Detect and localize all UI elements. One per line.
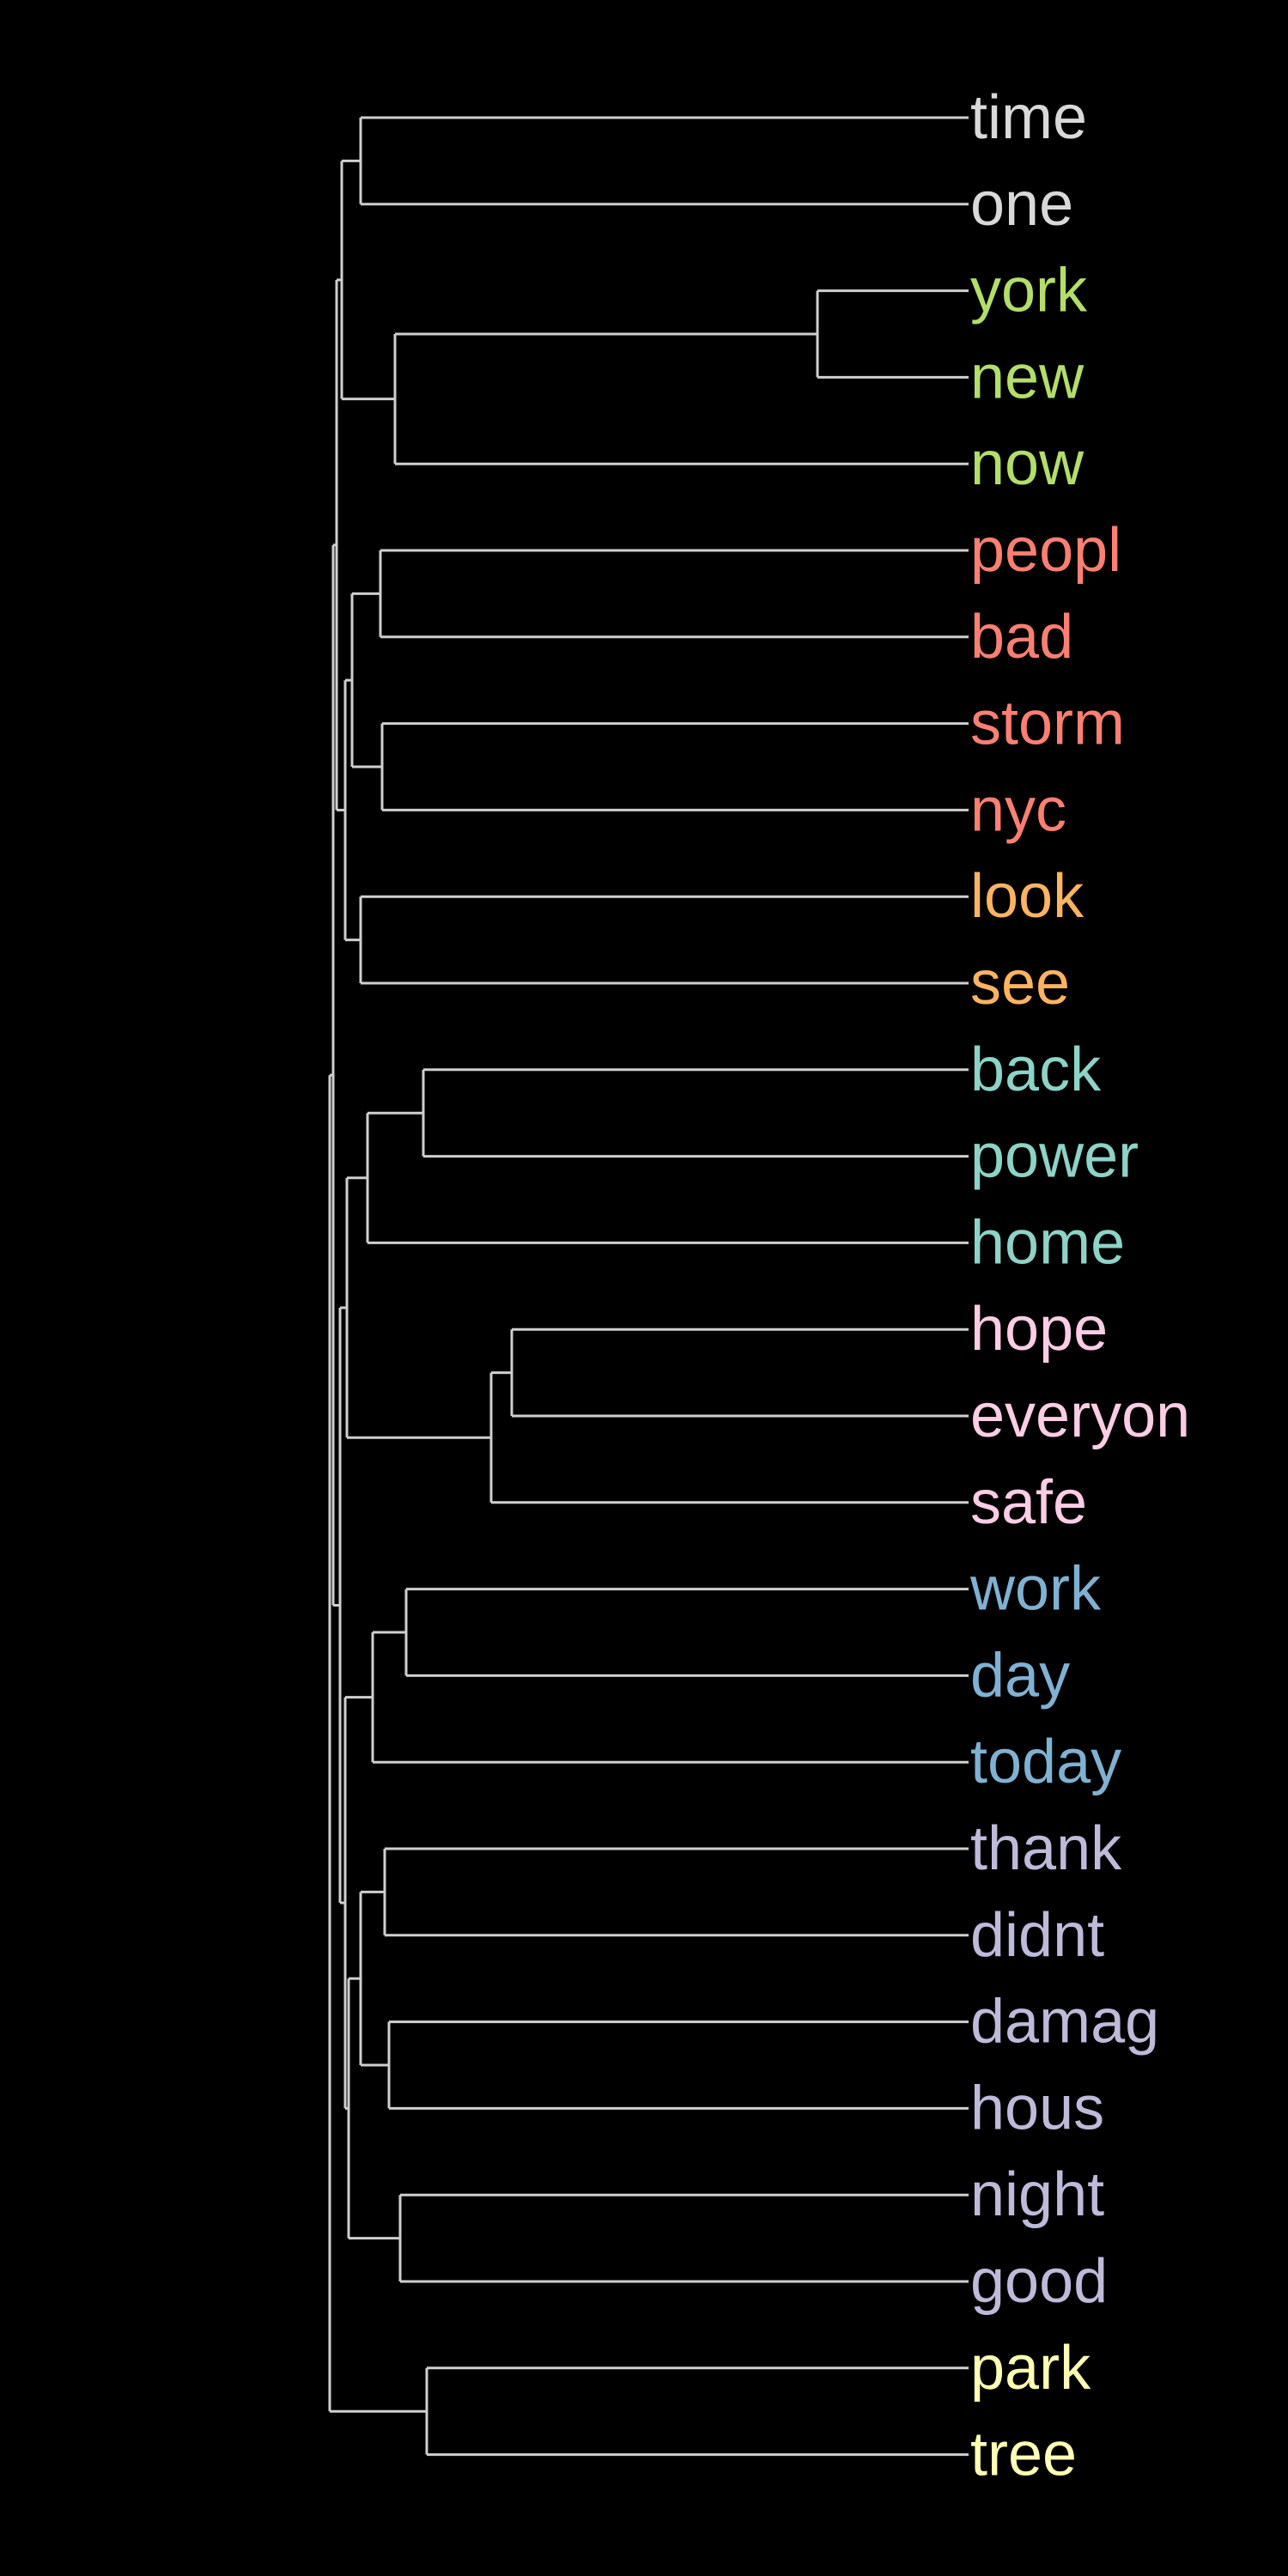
leaf-label-night: night	[970, 2160, 1104, 2229]
leaf-label-storm: storm	[970, 690, 1125, 758]
leaf-label-everyon: everyon	[970, 1382, 1190, 1450]
dendrogram-leaf-labels: time one york new now peopl bad storm nyc look see…	[969, 83, 1190, 2489]
dendrogram-links	[328, 116, 969, 2457]
leaf-label-one: one	[970, 170, 1073, 239]
leaf-label-good: good	[970, 2247, 1108, 2316]
leaf-label-work: work	[969, 1555, 1102, 1624]
leaf-label-home: home	[970, 1208, 1125, 1277]
leaf-label-time: time	[970, 83, 1087, 152]
leaf-label-safe: safe	[970, 1468, 1087, 1537]
leaf-label-hope: hope	[970, 1295, 1108, 1364]
leaf-label-park: park	[970, 2334, 1091, 2403]
leaf-label-see: see	[970, 949, 1070, 1018]
leaf-label-look: look	[970, 862, 1084, 931]
leaf-label-peopl: peopl	[970, 516, 1121, 585]
leaf-label-thank: thank	[970, 1814, 1122, 1883]
leaf-label-didnt: didnt	[970, 1901, 1104, 1970]
leaf-label-tree: tree	[970, 2421, 1077, 2489]
leaf-label-now: now	[970, 429, 1084, 498]
leaf-label-york: york	[970, 257, 1088, 325]
leaf-label-today: today	[970, 1728, 1121, 1796]
leaf-label-back: back	[970, 1036, 1102, 1104]
leaf-label-bad: bad	[970, 603, 1073, 671]
leaf-label-damag: damag	[970, 1988, 1159, 2057]
leaf-label-nyc: nyc	[970, 775, 1066, 844]
leaf-label-hous: hous	[970, 2074, 1104, 2142]
leaf-label-power: power	[970, 1122, 1139, 1191]
leaf-label-day: day	[970, 1641, 1070, 1710]
leaf-label-new: new	[970, 343, 1084, 411]
